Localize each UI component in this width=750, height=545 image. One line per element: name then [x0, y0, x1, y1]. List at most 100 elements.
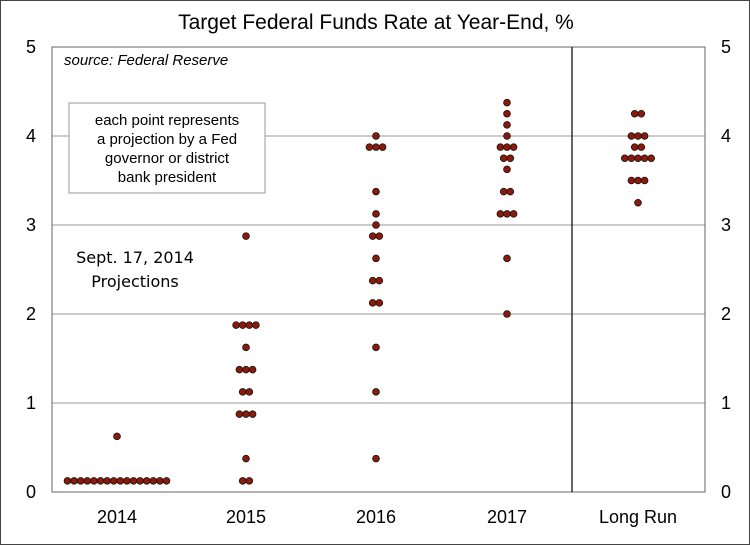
projection-dots	[63, 98, 655, 485]
y-tick-label-left: 4	[26, 126, 36, 146]
projection-dot	[509, 143, 518, 151]
projection-dot	[640, 132, 649, 140]
y-axis-left-ticks: 0 1 2 3 4 5	[26, 37, 36, 502]
projection-dot	[149, 477, 158, 485]
y-tick-label-left: 2	[26, 304, 36, 324]
projection-dot	[242, 232, 250, 240]
y-tick-label-right: 2	[721, 304, 731, 324]
projection-dot	[235, 365, 244, 374]
projection-dot	[503, 132, 511, 140]
projection-dot	[627, 132, 636, 140]
projection-dot	[136, 477, 144, 485]
y-tick-label-left: 5	[26, 37, 36, 57]
projection-dot	[365, 143, 374, 151]
projection-dot	[637, 109, 646, 118]
projection-dot	[248, 410, 257, 418]
projection-dot	[242, 365, 250, 374]
projection-dot	[116, 477, 125, 485]
y-tick-label-left: 0	[26, 482, 36, 502]
projection-dot	[503, 121, 511, 129]
y-tick-label-right: 4	[721, 126, 731, 146]
x-category-label: 2015	[226, 507, 266, 527]
y-tick-label-left: 1	[26, 393, 36, 413]
projection-dot	[235, 410, 244, 418]
y-tick-label-right: 0	[721, 482, 731, 502]
projection-dot	[634, 198, 642, 207]
projection-dot	[506, 187, 515, 196]
projection-dot	[503, 109, 511, 118]
note-line-4: bank president	[118, 169, 217, 186]
y-tick-label-right: 3	[721, 215, 731, 235]
projection-dot	[245, 477, 254, 485]
x-category-label: 2014	[97, 507, 137, 527]
projection-dot	[368, 232, 377, 240]
projection-dot	[129, 477, 138, 485]
projection-dot	[63, 477, 72, 485]
note-line-3: governor or district	[105, 150, 230, 167]
projection-dot	[503, 165, 511, 174]
y-tick-label-left: 3	[26, 215, 36, 235]
y-tick-label-right: 5	[721, 37, 731, 57]
x-category-label: 2016	[356, 507, 396, 527]
projection-dot	[248, 365, 257, 374]
projection-dot	[76, 477, 85, 485]
projection-dot	[142, 477, 151, 485]
projection-dot	[123, 477, 131, 485]
projection-dot	[90, 477, 98, 485]
note-line-2: a projection by a Fed	[97, 131, 237, 148]
projection-dot	[499, 187, 508, 196]
projection-dot	[245, 388, 254, 396]
projection-dot	[162, 477, 171, 485]
projection-dot	[637, 143, 646, 151]
projection-label-line-1: Sept. 17, 2014	[76, 248, 194, 267]
projection-dot	[375, 299, 384, 307]
projection-dot	[634, 132, 642, 140]
projection-dot	[630, 109, 639, 118]
y-tick-label-right: 1	[721, 393, 731, 413]
projection-dot	[368, 299, 377, 307]
projection-dot	[372, 187, 380, 196]
projection-dot	[245, 321, 254, 329]
y-axis-right-ticks: 0 1 2 3 4 5	[721, 37, 731, 502]
projection-dot	[372, 143, 380, 151]
x-axis-categories: 2014 2015 2016 2017 Long Run	[97, 507, 677, 527]
projection-dot	[372, 388, 380, 396]
projection-dot	[252, 321, 260, 329]
projection-dot	[634, 154, 642, 163]
projection-dot	[156, 477, 164, 485]
projection-dot	[238, 321, 247, 329]
projection-dot	[499, 154, 508, 163]
projection-dot	[242, 343, 250, 352]
projection-dot	[503, 310, 511, 318]
projection-dot	[372, 254, 380, 263]
projection-dot	[640, 154, 649, 163]
projection-dot	[503, 254, 511, 263]
projection-dot	[496, 210, 505, 218]
projection-label-line-2: Projections	[91, 272, 178, 291]
projection-dot	[375, 276, 384, 285]
projection-dot	[378, 143, 387, 151]
note-box: each point represents a projection by a …	[68, 102, 266, 194]
x-category-label: Long Run	[599, 507, 677, 527]
x-category-label: 2017	[487, 507, 527, 527]
projection-dot	[627, 176, 636, 185]
note-box-border	[68, 102, 266, 194]
projection-dot	[509, 210, 518, 218]
projection-dot	[375, 232, 384, 240]
source-note: source: Federal Reserve	[64, 52, 228, 69]
projection-dot	[372, 454, 380, 463]
projection-dot	[372, 343, 380, 352]
projection-dot	[372, 221, 380, 229]
projection-dot	[640, 176, 649, 185]
projection-dot	[238, 388, 247, 396]
projection-dot	[238, 477, 247, 485]
projection-dot	[503, 210, 511, 218]
projection-dot	[647, 154, 655, 163]
projection-dot	[372, 210, 380, 218]
projection-dot	[232, 321, 240, 329]
projection-dot	[503, 143, 511, 151]
projection-dot	[242, 454, 250, 463]
plot-area	[51, 46, 706, 493]
